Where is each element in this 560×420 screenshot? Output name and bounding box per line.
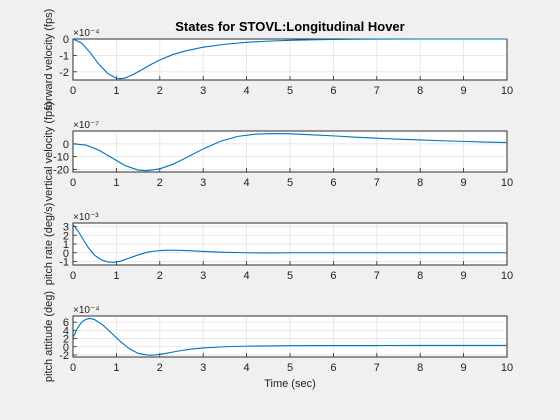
y-tick-label: -2	[59, 350, 69, 362]
x-tick-label: 2	[157, 362, 163, 374]
x-tick-label: 9	[461, 177, 467, 189]
series-line	[72, 133, 508, 172]
chart-title: States for STOVL:Longitudinal Hover	[175, 19, 404, 34]
x-tick-label: 2	[157, 85, 163, 97]
x-tick-label: 8	[417, 177, 423, 189]
series-line	[72, 224, 507, 263]
x-tick-label: 6	[330, 362, 336, 374]
y-tick-label: -20	[53, 164, 69, 176]
y-tick-label: 2	[63, 230, 69, 242]
x-tick-label: 5	[287, 177, 293, 189]
series-line	[72, 38, 507, 80]
x-axis-label: Time (sec)	[264, 378, 316, 390]
x-tick-label: 1	[113, 85, 119, 97]
x-tick-label: 7	[374, 85, 380, 97]
x-tick-label: 3	[200, 362, 206, 374]
x-tick-label: 9	[461, 85, 467, 97]
x-tick-label: 5	[287, 85, 293, 97]
x-tick-label: 1	[113, 362, 119, 374]
y-tick-label: 0	[63, 342, 69, 354]
y-tick-label: -10	[53, 152, 69, 164]
x-tick-label: 6	[330, 85, 336, 97]
x-tick-label: 8	[417, 85, 423, 97]
y-tick-label: 3	[63, 222, 69, 234]
x-tick-label: 7	[374, 362, 380, 374]
y-tick-label: 0	[63, 139, 69, 151]
x-tick-label: 4	[244, 177, 250, 189]
x-tick-label: 9	[461, 270, 467, 282]
x-tick-label: 0	[70, 177, 76, 189]
y-tick-label: 0	[63, 34, 69, 46]
x-tick-label: 10	[501, 177, 513, 189]
x-tick-label: 3	[200, 270, 206, 282]
y-tick-label: 2	[63, 334, 69, 346]
x-tick-label: 10	[501, 270, 513, 282]
y-axis-label: forward velocity (fps)	[43, 9, 55, 110]
x-tick-label: 7	[374, 177, 380, 189]
x-tick-label: 8	[417, 270, 423, 282]
x-tick-label: 10	[501, 85, 513, 97]
x-tick-label: 4	[244, 85, 250, 97]
x-tick-label: 9	[461, 362, 467, 374]
y-tick-label: -2	[59, 67, 69, 79]
x-tick-label: 6	[330, 270, 336, 282]
x-tick-label: 1	[113, 270, 119, 282]
x-tick-label: 6	[330, 177, 336, 189]
y-exponent-label: ×10⁻⁷	[73, 120, 99, 131]
x-tick-label: 2	[157, 270, 163, 282]
y-axis-label: pitch attitude (deg)	[43, 291, 55, 382]
x-tick-label: 2	[157, 177, 163, 189]
x-tick-label: 3	[200, 177, 206, 189]
x-tick-label: 4	[244, 362, 250, 374]
x-tick-label: 5	[287, 362, 293, 374]
x-tick-label: 4	[244, 270, 250, 282]
y-tick-label: 0	[63, 248, 69, 260]
y-exponent-label: ×10⁻³	[73, 212, 99, 223]
y-tick-label: -1	[59, 257, 69, 269]
subplot-1: 0 1 2 3 4 5 6 7 8 9 10 0 -1 -2 ×10⁻⁴ forward velocity (…	[43, 9, 513, 110]
x-tick-label: 0	[70, 270, 76, 282]
y-tick-label: 1	[63, 239, 69, 251]
y-axis-label: pitch rate (deg/s)	[43, 203, 55, 286]
x-tick-label: 8	[417, 362, 423, 374]
y-axis-label: vertical velocity (fps)	[43, 102, 55, 202]
x-tick-label: 10	[501, 362, 513, 374]
x-tick-label: 0	[70, 362, 76, 374]
x-tick-label: 3	[200, 85, 206, 97]
series-line	[72, 317, 507, 356]
x-tick-label: 0	[70, 85, 76, 97]
y-tick-label: 4	[63, 325, 69, 337]
x-tick-label: 1	[113, 177, 119, 189]
y-tick-label: -1	[59, 50, 69, 62]
x-tick-label: 7	[374, 270, 380, 282]
y-tick-label: 6	[63, 317, 69, 329]
y-exponent-label: ×10⁻⁴	[73, 28, 100, 39]
x-tick-label: 5	[287, 270, 293, 282]
y-exponent-label: ×10⁻⁴	[73, 305, 100, 316]
